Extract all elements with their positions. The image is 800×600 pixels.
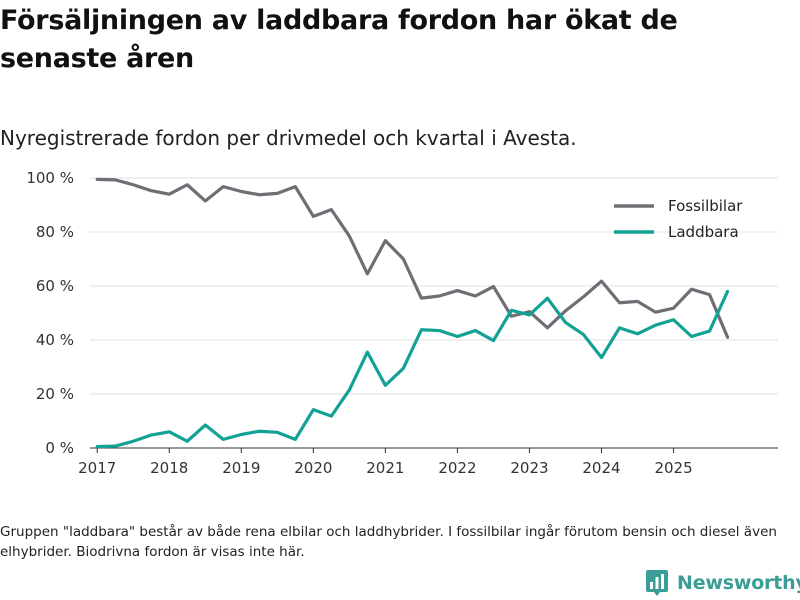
x-tick-label: 2022 (438, 459, 476, 477)
y-tick-label: 80 % (36, 223, 74, 241)
x-tick-label: 2023 (510, 459, 548, 477)
series-line-fossilbilar (95, 177, 730, 339)
legend-label-laddbara: Laddbara (668, 223, 739, 241)
x-tick-label: 2019 (222, 459, 260, 477)
x-tick-label: 2021 (366, 459, 404, 477)
x-tick-label: 2018 (150, 459, 188, 477)
x-axis (90, 447, 778, 453)
x-tick-label: 2017 (78, 459, 116, 477)
y-tick-label: 0 % (45, 439, 74, 457)
y-tick-label: 40 % (36, 331, 74, 349)
series-line-laddbara (95, 289, 730, 449)
gridlines (90, 177, 778, 395)
x-tick-label: 2024 (582, 459, 620, 477)
bar-chart-logo-icon (646, 570, 668, 596)
chart-subtitle: Nyregistrerade fordon per drivmedel och … (0, 126, 577, 150)
newsworthy-logo: Newsworthy (644, 568, 800, 598)
y-tick-label: 100 % (26, 169, 74, 187)
chart-title: Försäljningen av laddbara fordon har öka… (0, 5, 678, 74)
x-tick-label: 2020 (294, 459, 332, 477)
y-tick-label: 20 % (36, 385, 74, 403)
x-tick-label: 2025 (654, 459, 692, 477)
logo-text: Newsworthy (677, 572, 800, 594)
y-tick-label: 60 % (36, 277, 74, 295)
line-chart: 0 % 20 % 40 % 60 % 80 % 100 % 2017 2018 2019 202… (26, 169, 778, 477)
series-lines (95, 177, 730, 449)
x-axis-labels: 2017 2018 2019 2020 2021 2022 2023 2024 2025 (78, 459, 693, 477)
footnote: Gruppen "laddbara" består av både rena e… (0, 524, 777, 560)
legend: Fossilbilar Laddbara (614, 197, 743, 241)
legend-label-fossilbilar: Fossilbilar (668, 197, 743, 215)
y-axis: 0 % 20 % 40 % 60 % 80 % 100 % (26, 169, 74, 457)
